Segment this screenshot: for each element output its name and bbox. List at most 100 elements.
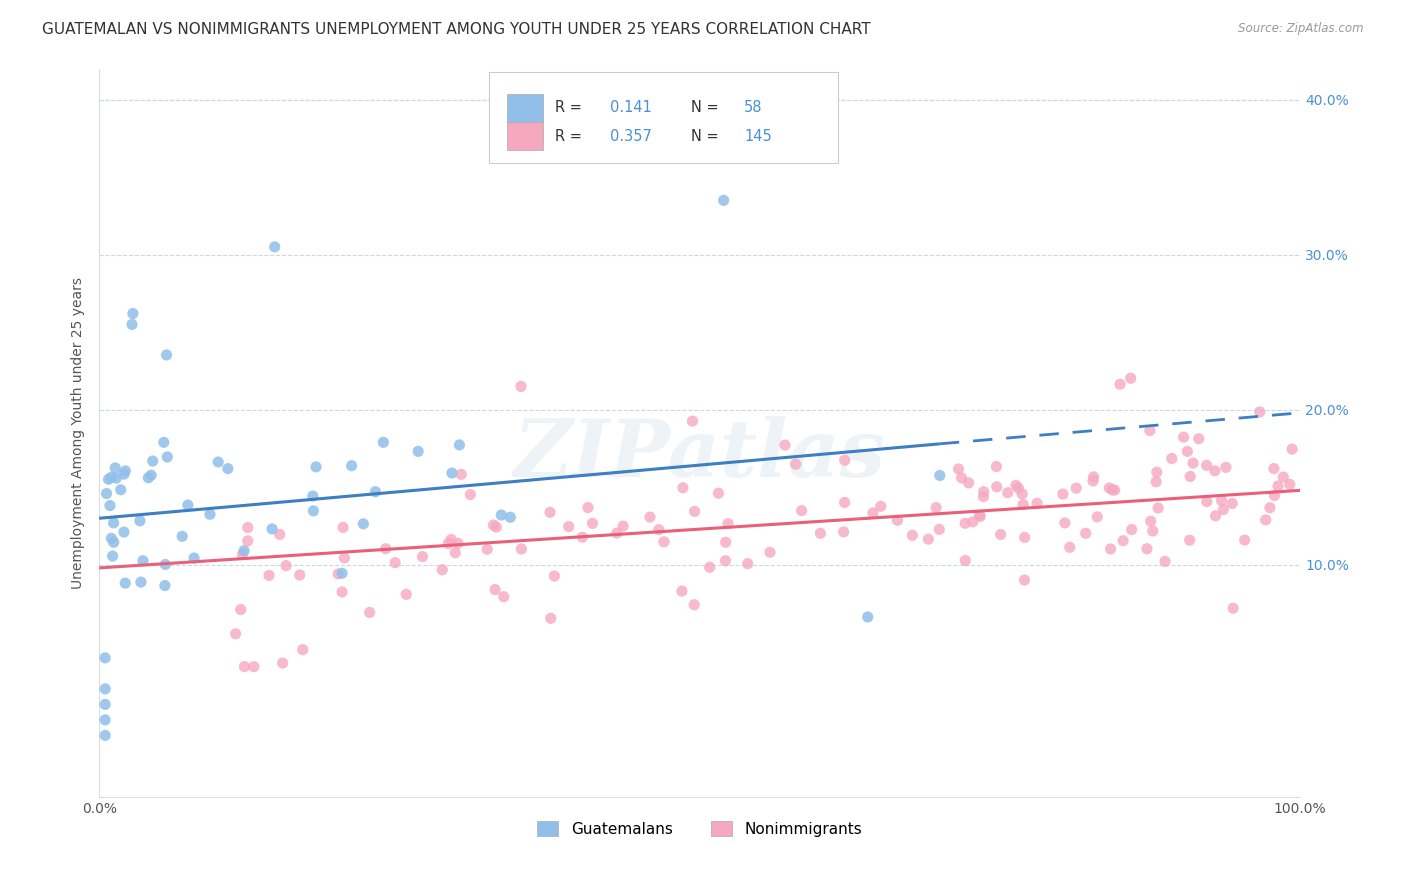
Point: [1059, 541, 1081, 555]
Point: [330, 566, 353, 581]
Point: [271, 656, 294, 670]
Point: [122, 307, 145, 321]
Point: [291, 642, 314, 657]
Point: [364, 484, 387, 499]
Point: [132, 554, 155, 568]
Point: [330, 585, 353, 599]
Point: [257, 568, 280, 582]
Point: [785, 457, 807, 471]
Point: [153, 578, 176, 592]
Point: [198, 508, 221, 522]
Point: [121, 318, 143, 332]
Point: [714, 535, 737, 549]
Point: [957, 475, 980, 490]
Point: [97, 472, 120, 486]
Point: [352, 516, 374, 531]
Y-axis label: Unemployment Among Youth under 25 years: Unemployment Among Youth under 25 years: [72, 277, 86, 589]
Text: R =: R =: [555, 128, 582, 144]
Point: [177, 498, 200, 512]
Point: [869, 500, 891, 514]
Point: [100, 470, 122, 484]
Point: [986, 480, 1008, 494]
Point: [707, 486, 730, 500]
Point: [94, 651, 117, 665]
Point: [1139, 424, 1161, 438]
Point: [207, 455, 229, 469]
Point: [1005, 478, 1028, 492]
Point: [571, 530, 593, 544]
Point: [263, 240, 285, 254]
Point: [581, 516, 603, 531]
Point: [395, 587, 418, 601]
Point: [714, 554, 737, 568]
Point: [96, 486, 118, 500]
Point: [1112, 533, 1135, 548]
Point: [440, 466, 463, 480]
Point: [492, 590, 515, 604]
Point: [540, 611, 562, 625]
Point: [141, 468, 163, 483]
Point: [440, 533, 463, 547]
Point: [638, 510, 661, 524]
Point: [773, 438, 796, 452]
Point: [1142, 524, 1164, 538]
Point: [1212, 502, 1234, 516]
Point: [1182, 456, 1205, 470]
Point: [373, 435, 395, 450]
Point: [997, 485, 1019, 500]
Point: [1178, 533, 1201, 548]
Point: [236, 520, 259, 534]
Point: [1064, 481, 1087, 495]
Point: [538, 505, 561, 519]
Point: [955, 553, 977, 567]
Point: [1147, 500, 1170, 515]
Text: 0.141: 0.141: [610, 100, 651, 115]
Point: [1160, 451, 1182, 466]
Point: [1263, 488, 1285, 502]
Text: N =: N =: [692, 128, 718, 144]
Point: [962, 515, 984, 529]
Point: [229, 602, 252, 616]
Point: [217, 461, 239, 475]
Point: [1263, 461, 1285, 475]
Point: [683, 598, 706, 612]
Point: [1099, 541, 1122, 556]
Point: [1083, 470, 1105, 484]
Point: [1267, 479, 1289, 493]
Point: [485, 520, 508, 534]
Point: [969, 508, 991, 522]
Point: [969, 509, 991, 524]
Text: ZIPatlas: ZIPatlas: [513, 416, 886, 493]
Point: [1052, 487, 1074, 501]
Point: [94, 681, 117, 696]
Point: [183, 551, 205, 566]
Point: [103, 516, 125, 530]
Point: [359, 606, 381, 620]
Point: [1281, 442, 1303, 457]
Point: [1119, 371, 1142, 385]
Point: [1104, 483, 1126, 497]
Point: [1272, 470, 1295, 484]
Point: [94, 713, 117, 727]
Point: [1173, 430, 1195, 444]
Point: [1146, 465, 1168, 479]
Point: [1121, 523, 1143, 537]
Point: [1109, 377, 1132, 392]
Point: [699, 560, 721, 574]
Point: [332, 520, 354, 534]
Point: [499, 510, 522, 524]
Point: [340, 458, 363, 473]
Point: [759, 545, 782, 559]
Point: [612, 519, 634, 533]
Point: [672, 481, 695, 495]
Point: [128, 514, 150, 528]
Point: [1278, 477, 1301, 491]
Point: [510, 541, 533, 556]
Point: [450, 467, 472, 482]
Point: [810, 526, 832, 541]
Point: [1180, 469, 1202, 483]
Point: [156, 450, 179, 464]
Point: [948, 462, 970, 476]
Point: [1101, 483, 1123, 497]
Point: [576, 500, 599, 515]
